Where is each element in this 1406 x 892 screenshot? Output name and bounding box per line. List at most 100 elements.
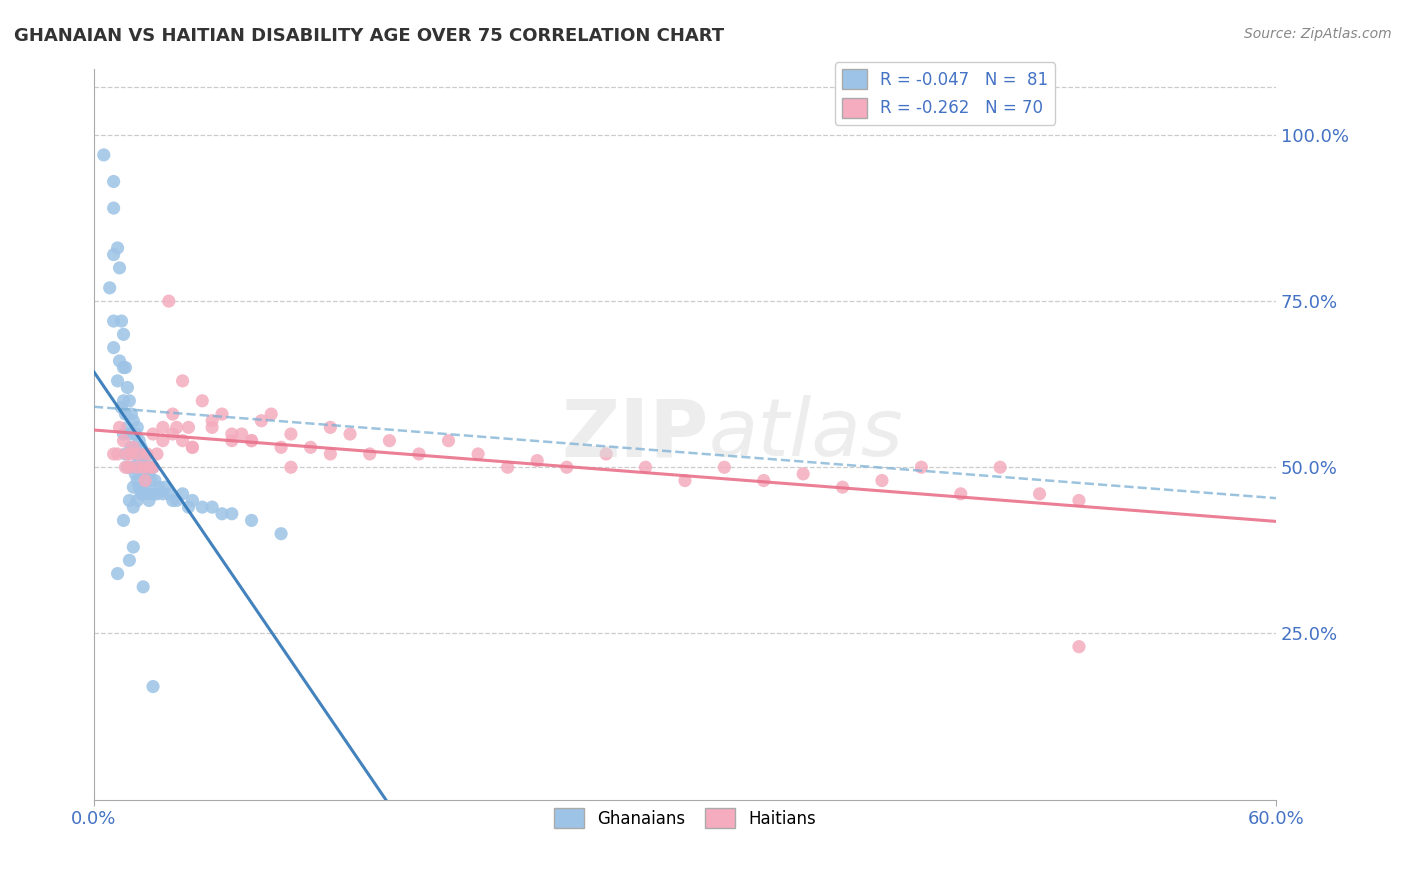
Point — [112, 513, 135, 527]
Text: GHANAIAN VS HAITIAN DISABILITY AGE OVER 75 CORRELATION CHART: GHANAIAN VS HAITIAN DISABILITY AGE OVER … — [14, 27, 724, 45]
Point — [117, 380, 139, 394]
Point — [127, 493, 149, 508]
Point — [191, 393, 214, 408]
Point — [134, 474, 156, 488]
Point — [118, 460, 141, 475]
Point — [231, 427, 253, 442]
Point — [142, 487, 165, 501]
Point — [146, 447, 169, 461]
Point — [128, 434, 150, 448]
Point — [595, 447, 617, 461]
Point — [378, 434, 401, 448]
Point — [152, 487, 174, 501]
Point — [142, 680, 165, 694]
Point — [120, 447, 142, 461]
Point — [134, 453, 156, 467]
Point — [132, 487, 155, 501]
Point — [122, 480, 145, 494]
Point — [359, 447, 381, 461]
Point — [118, 460, 141, 475]
Point — [118, 427, 141, 442]
Point — [752, 474, 775, 488]
Point — [988, 460, 1011, 475]
Point — [112, 360, 135, 375]
Point — [792, 467, 814, 481]
Point — [134, 480, 156, 494]
Point — [132, 447, 155, 461]
Point — [157, 294, 180, 309]
Point — [240, 513, 263, 527]
Point — [112, 427, 135, 442]
Point — [221, 427, 243, 442]
Point — [910, 460, 932, 475]
Point — [177, 500, 200, 515]
Point — [110, 401, 132, 415]
Point — [122, 540, 145, 554]
Point — [437, 434, 460, 448]
Point — [122, 460, 145, 475]
Point — [146, 487, 169, 501]
Point — [299, 440, 322, 454]
Point — [117, 447, 139, 461]
Point — [280, 460, 302, 475]
Point — [110, 314, 132, 328]
Point — [181, 440, 204, 454]
Point — [142, 460, 165, 475]
Point — [157, 487, 180, 501]
Point — [136, 460, 159, 475]
Point — [129, 487, 152, 501]
Point — [162, 493, 184, 508]
Point — [148, 480, 170, 494]
Point — [177, 420, 200, 434]
Point — [1067, 493, 1090, 508]
Point — [319, 447, 342, 461]
Point — [555, 460, 578, 475]
Point — [138, 467, 160, 481]
Point — [112, 393, 135, 408]
Point — [166, 420, 188, 434]
Point — [132, 460, 155, 475]
Point — [172, 487, 194, 501]
Text: ZIP: ZIP — [561, 395, 709, 473]
Point — [172, 374, 194, 388]
Point — [107, 447, 129, 461]
Point — [124, 447, 146, 461]
Point — [240, 434, 263, 448]
Point — [211, 407, 233, 421]
Point — [152, 434, 174, 448]
Point — [127, 460, 149, 475]
Point — [112, 434, 135, 448]
Point — [201, 500, 224, 515]
Point — [120, 407, 142, 421]
Point — [117, 420, 139, 434]
Point — [201, 414, 224, 428]
Point — [152, 420, 174, 434]
Point — [108, 354, 131, 368]
Point — [108, 260, 131, 275]
Point — [211, 507, 233, 521]
Point — [129, 460, 152, 475]
Point — [132, 580, 155, 594]
Point — [250, 414, 273, 428]
Point — [127, 447, 149, 461]
Point — [949, 487, 972, 501]
Point — [108, 420, 131, 434]
Point — [270, 526, 292, 541]
Point — [98, 281, 121, 295]
Point — [142, 460, 165, 475]
Point — [172, 434, 194, 448]
Text: Source: ZipAtlas.com: Source: ZipAtlas.com — [1244, 27, 1392, 41]
Point — [122, 440, 145, 454]
Point — [124, 467, 146, 481]
Point — [870, 474, 893, 488]
Point — [1067, 640, 1090, 654]
Point — [496, 460, 519, 475]
Point — [118, 553, 141, 567]
Point — [162, 427, 184, 442]
Point — [107, 374, 129, 388]
Point — [112, 327, 135, 342]
Point — [1028, 487, 1050, 501]
Point — [136, 487, 159, 501]
Point — [103, 247, 125, 261]
Point — [143, 474, 166, 488]
